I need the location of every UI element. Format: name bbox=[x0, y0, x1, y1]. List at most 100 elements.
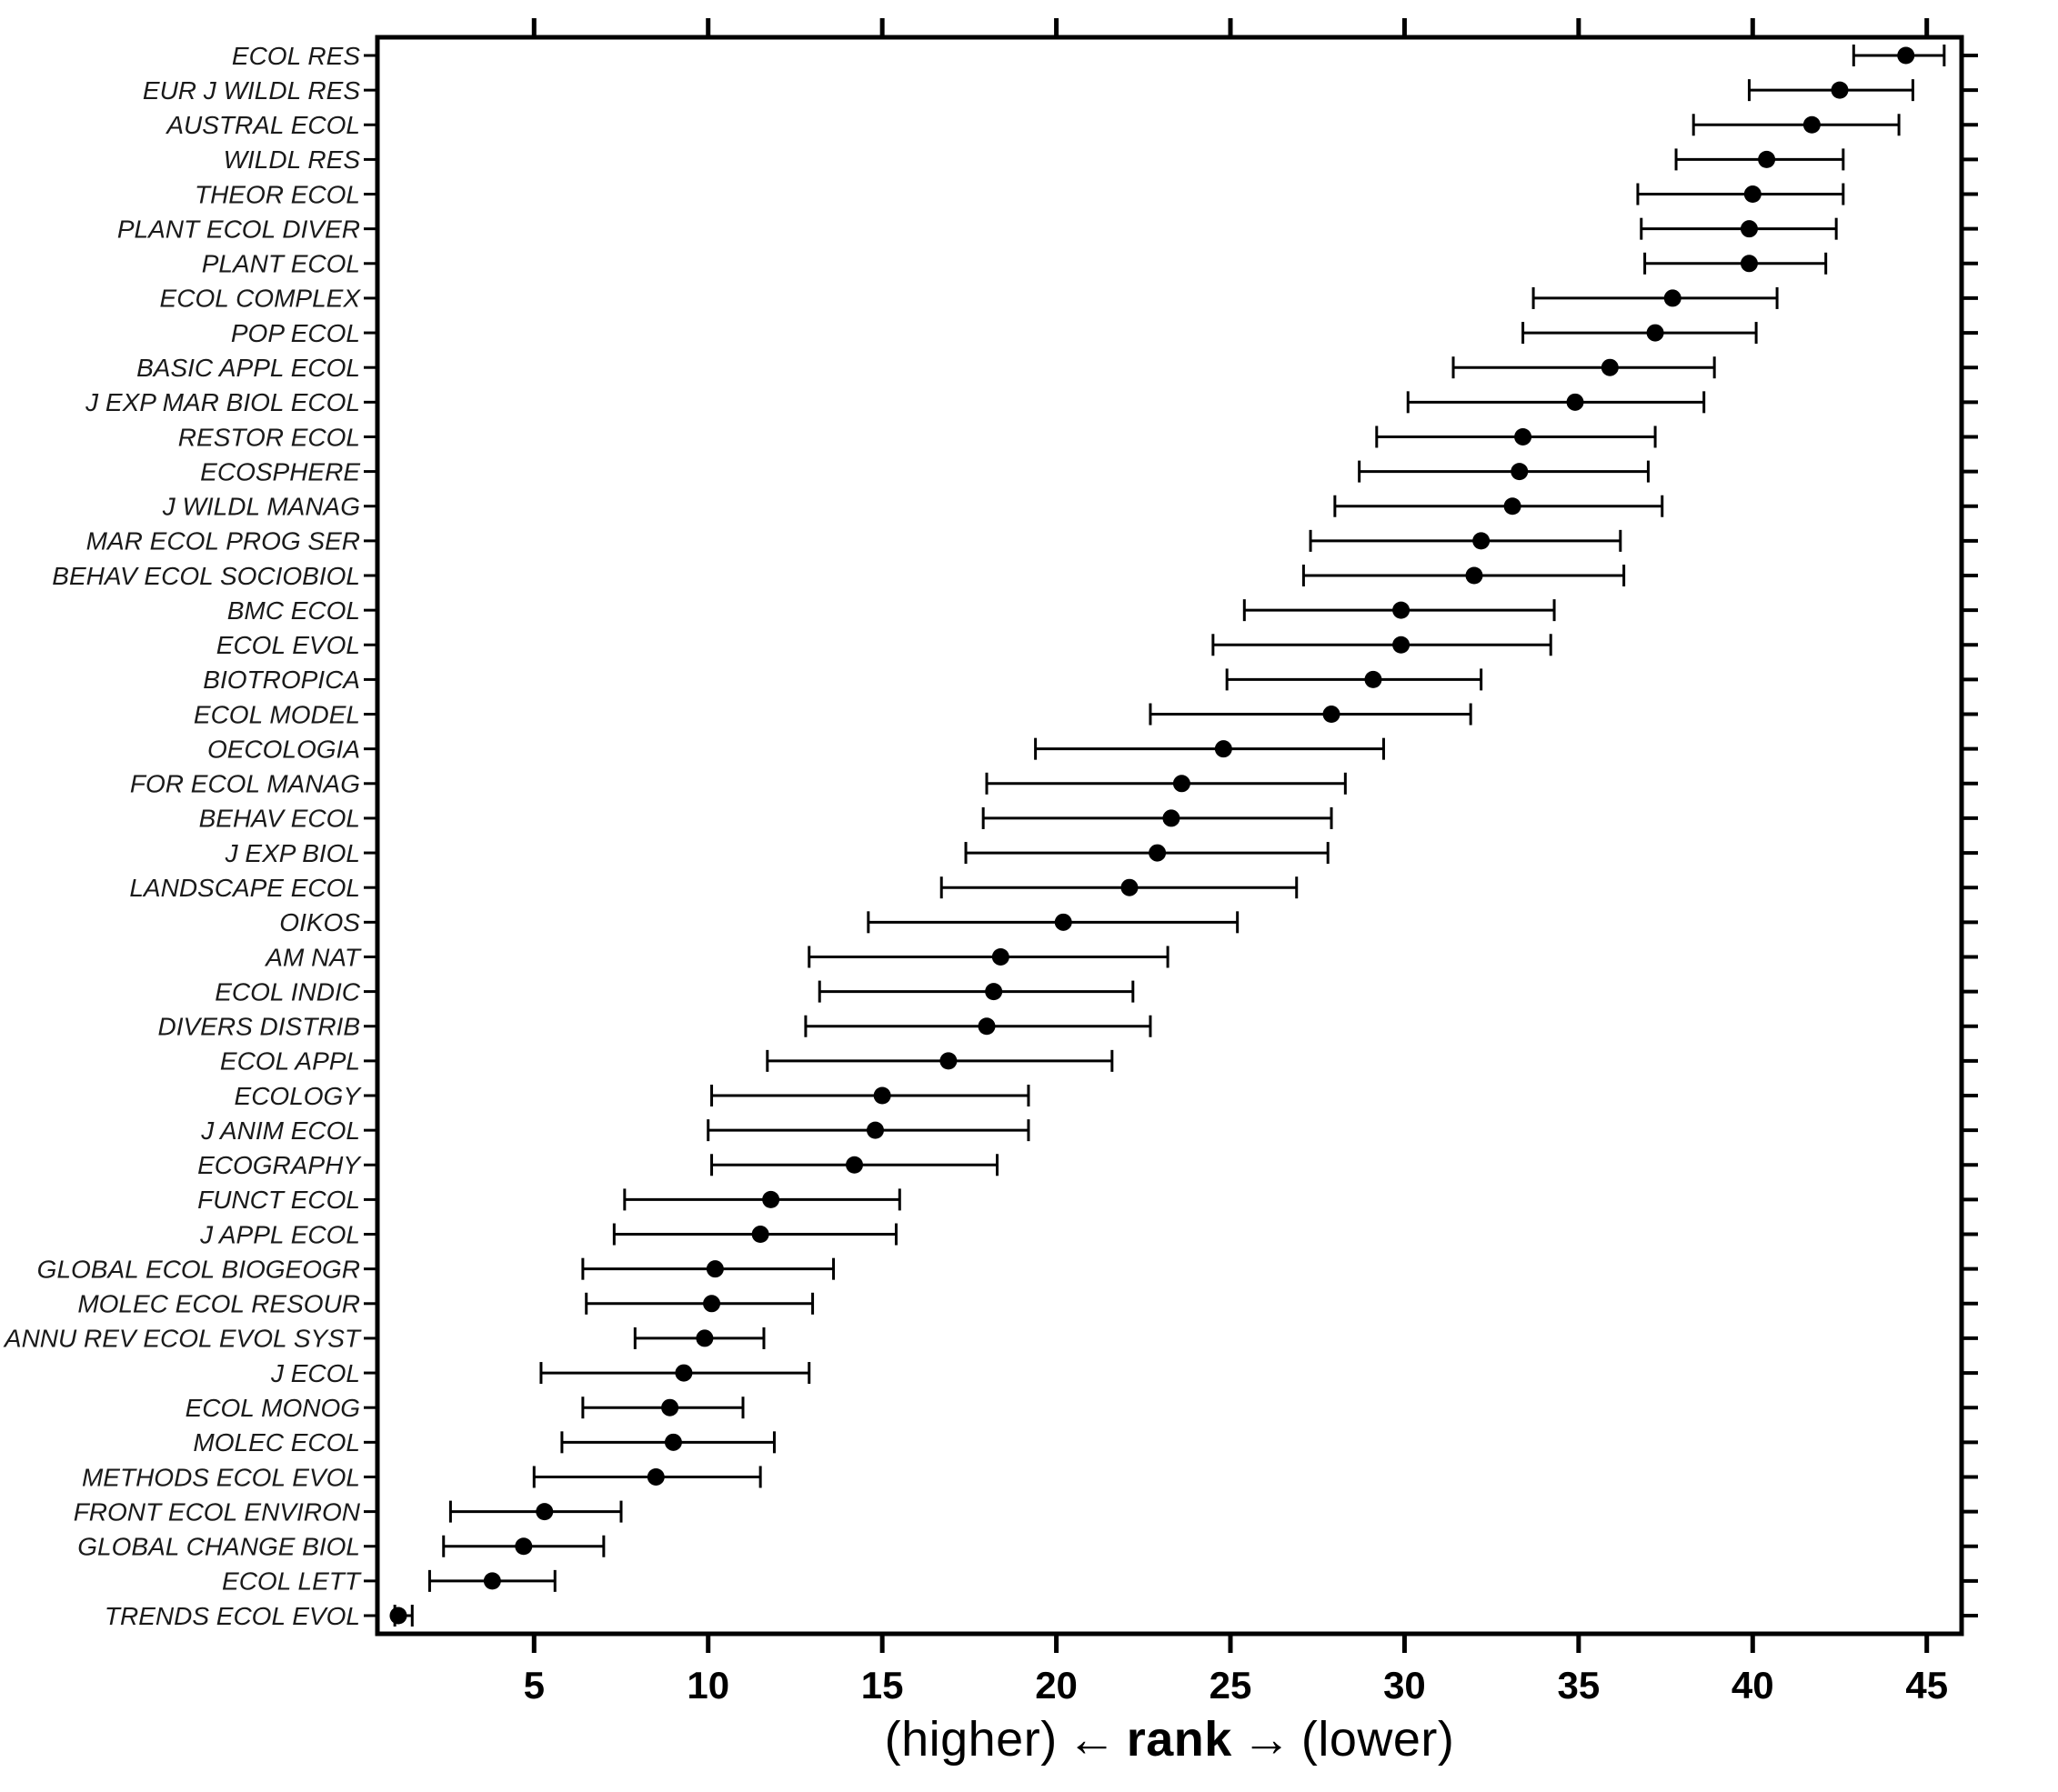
y-axis-label: FOR ECOL MANAG bbox=[130, 770, 360, 798]
data-point bbox=[675, 1364, 693, 1382]
x-tick-label: 40 bbox=[1732, 1664, 1774, 1707]
y-axis-label: FRONT ECOL ENVIRON bbox=[74, 1497, 361, 1526]
data-point bbox=[985, 983, 1003, 1001]
y-axis-label: ECOL COMPLEX bbox=[160, 285, 362, 313]
y-axis-label: BMC ECOL bbox=[227, 596, 360, 625]
y-axis-label: FUNCT ECOL bbox=[197, 1186, 360, 1214]
y-axis-label: J ANIM ECOL bbox=[200, 1116, 360, 1145]
data-point bbox=[846, 1156, 864, 1174]
y-axis-label: ECOL INDIC bbox=[215, 977, 361, 1006]
y-axis-label: J EXP MAR BIOL ECOL bbox=[85, 388, 360, 416]
data-point bbox=[696, 1329, 714, 1347]
y-axis-label: MOLEC ECOL bbox=[193, 1428, 360, 1457]
data-point bbox=[1149, 844, 1167, 862]
x-tick-label: 5 bbox=[524, 1664, 545, 1707]
y-axis-label: BASIC APPL ECOL bbox=[136, 354, 360, 382]
y-axis-label: RESTOR ECOL bbox=[178, 423, 360, 451]
data-point bbox=[1740, 220, 1758, 238]
data-point bbox=[1465, 566, 1483, 585]
y-axis-label: BEHAV ECOL SOCIOBIOL bbox=[52, 562, 360, 590]
y-axis-label: GLOBAL CHANGE BIOL bbox=[77, 1533, 360, 1561]
y-axis-label: BIOTROPICA bbox=[203, 666, 360, 694]
data-point bbox=[978, 1017, 996, 1036]
x-tick-label: 15 bbox=[861, 1664, 904, 1707]
data-point bbox=[1172, 775, 1190, 793]
x-tick-label: 10 bbox=[687, 1664, 729, 1707]
data-point bbox=[1897, 46, 1915, 65]
data-point bbox=[1392, 601, 1410, 619]
y-axis-label: METHODS ECOL EVOL bbox=[82, 1463, 360, 1491]
data-point bbox=[1802, 115, 1821, 134]
y-axis-label: THEOR ECOL bbox=[195, 180, 360, 208]
data-point bbox=[1740, 255, 1758, 273]
data-point bbox=[1322, 706, 1340, 724]
data-point bbox=[762, 1190, 780, 1208]
data-point bbox=[647, 1467, 665, 1486]
data-point bbox=[661, 1398, 679, 1417]
y-axis-label: BEHAV ECOL bbox=[199, 805, 360, 833]
y-axis-label: J EXP BIOL bbox=[225, 839, 360, 867]
y-axis-label: ECOL EVOL bbox=[216, 631, 360, 659]
data-point bbox=[991, 947, 1009, 966]
right-arrow-icon: → bbox=[1241, 1712, 1292, 1767]
x-axis-title-prefix: (higher) bbox=[884, 1712, 1058, 1767]
x-tick-label: 45 bbox=[1905, 1664, 1948, 1707]
data-point bbox=[1758, 150, 1776, 168]
y-axis-label: MAR ECOL PROG SER bbox=[86, 527, 360, 556]
data-point bbox=[515, 1537, 533, 1556]
y-axis-label: TRENDS ECOL EVOL bbox=[105, 1602, 360, 1630]
y-axis-label: WILDL RES bbox=[224, 145, 361, 174]
data-point bbox=[1601, 358, 1619, 376]
x-tick-label: 30 bbox=[1383, 1664, 1426, 1707]
y-axis-label: ECOGRAPHY bbox=[197, 1151, 362, 1179]
data-point bbox=[866, 1121, 884, 1139]
y-axis-label: GLOBAL ECOL BIOGEOGR bbox=[37, 1255, 360, 1283]
y-axis-label: ECOSPHERE bbox=[200, 457, 360, 486]
y-axis-label: ECOL APPL bbox=[220, 1047, 360, 1076]
data-point bbox=[939, 1052, 958, 1070]
y-axis-label: J ECOL bbox=[270, 1359, 360, 1387]
data-point bbox=[1054, 913, 1072, 931]
data-point bbox=[873, 1086, 891, 1105]
left-arrow-icon: ← bbox=[1067, 1712, 1117, 1767]
data-point bbox=[1214, 740, 1232, 758]
y-axis-label: AUSTRAL ECOL bbox=[165, 111, 360, 139]
x-axis-title-suffix: (lower) bbox=[1300, 1712, 1455, 1767]
data-point bbox=[1743, 185, 1762, 204]
plot-box bbox=[375, 35, 1964, 1637]
y-axis-label: ECOL RES bbox=[232, 42, 360, 70]
data-point bbox=[1503, 497, 1521, 516]
y-axis-label: ECOLOGY bbox=[235, 1082, 363, 1110]
data-point bbox=[1566, 393, 1584, 411]
y-axis-label: OIKOS bbox=[279, 908, 360, 936]
data-point bbox=[1472, 532, 1491, 550]
y-axis-label: MOLEC ECOL RESOUR bbox=[77, 1290, 360, 1318]
data-point bbox=[751, 1226, 769, 1244]
data-point bbox=[703, 1295, 721, 1313]
y-axis-label: POP ECOL bbox=[231, 319, 360, 347]
data-point bbox=[706, 1260, 724, 1278]
data-point bbox=[1120, 878, 1139, 896]
data-point bbox=[1663, 289, 1682, 307]
data-point bbox=[483, 1572, 501, 1590]
data-point bbox=[1364, 670, 1382, 688]
y-axis-label: OECOLOGIA bbox=[207, 735, 360, 763]
y-axis-label: ECOL MODEL bbox=[194, 700, 360, 728]
y-axis-label: ECOL MONOG bbox=[186, 1394, 360, 1422]
data-point bbox=[664, 1433, 682, 1451]
x-axis-title-rank: rank bbox=[1126, 1712, 1232, 1767]
data-point bbox=[1392, 636, 1410, 654]
x-tick-label: 25 bbox=[1210, 1664, 1252, 1707]
data-point bbox=[536, 1503, 554, 1521]
data-point bbox=[1511, 463, 1529, 481]
y-axis-label: PLANT ECOL bbox=[202, 250, 360, 278]
y-axis-label: EUR J WILDL RES bbox=[143, 76, 360, 105]
data-point bbox=[1831, 81, 1849, 99]
y-axis-label: PLANT ECOL DIVER bbox=[117, 215, 360, 243]
y-axis-label: LANDSCAPE ECOL bbox=[129, 874, 360, 902]
x-tick-label: 20 bbox=[1035, 1664, 1078, 1707]
y-axis-label: DIVERS DISTRIB bbox=[158, 1013, 360, 1041]
y-axis-label: AM NAT bbox=[264, 943, 362, 971]
